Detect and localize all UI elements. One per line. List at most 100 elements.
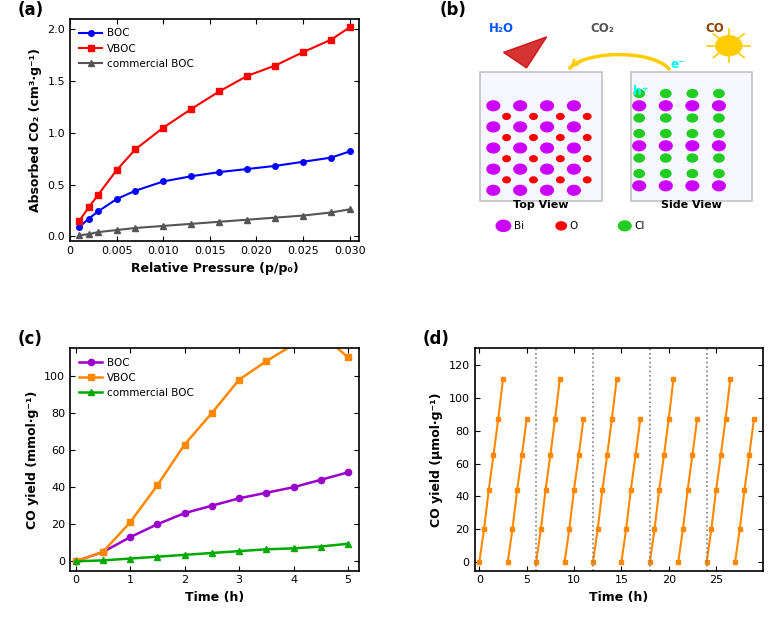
VBOC [159, 124, 168, 131]
commercial BOC [112, 226, 122, 234]
Text: O: O [569, 221, 577, 231]
BOC [75, 223, 84, 231]
Circle shape [568, 143, 580, 153]
Circle shape [568, 185, 580, 195]
commercial BOC [262, 545, 271, 553]
Text: Top View: Top View [513, 200, 569, 210]
Legend: BOC, VBOC, commercial BOC: BOC, VBOC, commercial BOC [76, 353, 198, 402]
Circle shape [556, 177, 564, 183]
Text: Bi: Bi [513, 221, 523, 231]
Circle shape [659, 181, 672, 191]
Circle shape [541, 164, 553, 174]
Circle shape [659, 141, 672, 151]
Circle shape [687, 114, 697, 122]
BOC [298, 158, 308, 165]
BOC [344, 469, 353, 476]
VBOC [242, 72, 252, 80]
BOC [262, 489, 271, 496]
BOC [98, 548, 108, 556]
commercial BOC [289, 545, 298, 552]
VBOC [298, 48, 308, 56]
VBOC [345, 23, 354, 31]
Line: commercial BOC: commercial BOC [72, 541, 351, 564]
commercial BOC [187, 220, 196, 228]
Circle shape [541, 143, 553, 153]
BOC [316, 476, 326, 484]
Circle shape [530, 177, 538, 183]
Circle shape [634, 129, 644, 138]
Circle shape [541, 101, 553, 111]
BOC [131, 187, 140, 195]
BOC [326, 154, 336, 162]
VBOC [125, 519, 135, 526]
Circle shape [487, 122, 499, 132]
Circle shape [487, 143, 499, 153]
Circle shape [556, 222, 566, 230]
BOC [214, 168, 224, 176]
BOC [345, 148, 354, 155]
Circle shape [568, 101, 580, 111]
Circle shape [487, 164, 499, 174]
Circle shape [634, 154, 644, 162]
Circle shape [503, 156, 510, 162]
commercial BOC [242, 216, 252, 224]
Circle shape [633, 101, 646, 111]
commercial BOC [180, 551, 189, 559]
BOC [84, 215, 93, 223]
Circle shape [583, 134, 591, 141]
Circle shape [661, 89, 671, 98]
BOC [112, 195, 122, 203]
Circle shape [514, 122, 527, 132]
VBOC [207, 410, 217, 417]
Circle shape [568, 164, 580, 174]
Circle shape [633, 141, 646, 151]
VBOC [289, 340, 298, 348]
Circle shape [713, 141, 725, 151]
Circle shape [634, 114, 644, 122]
Circle shape [687, 129, 697, 138]
BOC [153, 521, 162, 528]
Circle shape [541, 185, 553, 195]
VBOC [316, 330, 326, 337]
BOC [125, 533, 135, 541]
Circle shape [634, 89, 644, 98]
X-axis label: Time (h): Time (h) [185, 591, 244, 604]
Circle shape [583, 113, 591, 119]
Circle shape [661, 129, 671, 138]
BOC [187, 172, 196, 180]
Circle shape [514, 101, 527, 111]
Circle shape [530, 156, 538, 162]
Circle shape [686, 141, 699, 151]
BOC [242, 165, 252, 173]
Y-axis label: CO yield (mmol·g⁻¹): CO yield (mmol·g⁻¹) [26, 390, 39, 529]
VBOC [71, 557, 80, 565]
Line: BOC: BOC [76, 148, 352, 230]
Circle shape [514, 164, 527, 174]
BOC [289, 483, 298, 491]
commercial BOC [326, 209, 336, 216]
Text: e⁻: e⁻ [671, 58, 686, 71]
Circle shape [530, 134, 538, 141]
commercial BOC [298, 212, 308, 219]
Circle shape [661, 169, 671, 178]
VBOC [131, 146, 140, 153]
commercial BOC [93, 228, 103, 236]
VBOC [234, 376, 244, 384]
commercial BOC [159, 222, 168, 230]
Text: (d): (d) [422, 330, 449, 347]
BOC [93, 207, 103, 215]
Circle shape [530, 113, 538, 119]
VBOC [344, 354, 353, 361]
Circle shape [583, 177, 591, 183]
Circle shape [714, 129, 724, 138]
commercial BOC [344, 540, 353, 548]
commercial BOC [345, 205, 354, 213]
VBOC [93, 191, 103, 198]
Circle shape [687, 169, 697, 178]
VBOC [214, 87, 224, 95]
Text: h⁺: h⁺ [633, 85, 649, 98]
BOC [71, 557, 80, 565]
Circle shape [568, 122, 580, 132]
Circle shape [541, 122, 553, 132]
Text: (b): (b) [440, 1, 467, 18]
